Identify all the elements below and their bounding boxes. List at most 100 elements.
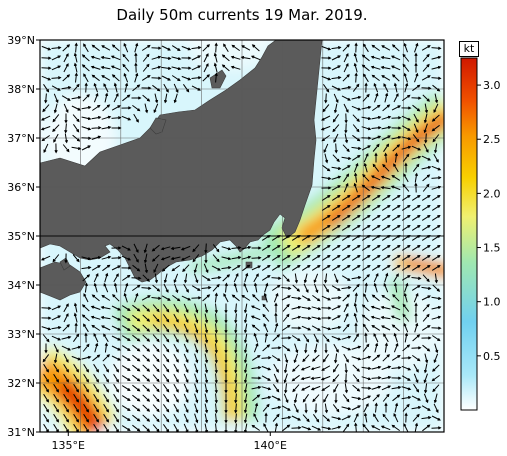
current-arrow: [401, 245, 411, 251]
current-arrow: [273, 373, 279, 384]
current-arrow: [414, 182, 418, 193]
current-arrow: [121, 375, 131, 381]
current-arrow: [321, 426, 332, 431]
current-arrow: [421, 215, 431, 221]
current-arrow: [81, 314, 90, 322]
current-arrow: [414, 72, 419, 83]
current-arrow: [363, 293, 369, 303]
current-arrow: [331, 285, 341, 291]
current-arrow: [91, 44, 100, 52]
current-arrow: [411, 205, 421, 211]
current-arrow: [281, 405, 291, 411]
current-arrow: [361, 215, 371, 221]
current-arrow: [401, 386, 412, 391]
current-arrow: [133, 243, 139, 254]
current-arrow: [361, 126, 372, 131]
current-arrow: [303, 283, 309, 294]
current-arrow: [142, 394, 151, 402]
current-arrow: [204, 303, 209, 314]
current-arrow: [153, 103, 159, 114]
current-arrow: [102, 354, 110, 362]
current-arrow: [401, 265, 411, 271]
current-arrow: [82, 343, 90, 352]
current-arrow: [172, 294, 181, 302]
current-arrow: [244, 272, 249, 283]
current-arrow: [291, 296, 302, 300]
current-arrow: [264, 282, 269, 293]
current-arrow: [341, 406, 352, 411]
current-arrow: [361, 105, 372, 110]
current-arrow: [414, 422, 419, 432]
current-arrow: [431, 114, 440, 122]
current-arrow: [331, 166, 342, 171]
current-arrow: [82, 94, 90, 102]
current-arrow: [224, 353, 228, 364]
current-arrow: [93, 92, 99, 103]
current-arrow: [163, 93, 168, 104]
current-arrow: [321, 225, 331, 231]
current-arrow: [224, 323, 228, 334]
current-arrow: [431, 185, 442, 190]
current-arrow: [214, 292, 218, 303]
current-arrow: [274, 422, 279, 432]
current-arrow: [83, 323, 89, 333]
current-arrow: [203, 63, 209, 73]
current-arrow: [121, 405, 131, 411]
current-arrow: [73, 413, 79, 423]
current-arrow: [380, 305, 391, 310]
current-arrow: [100, 55, 111, 60]
current-arrow: [204, 423, 209, 432]
current-arrow: [382, 393, 390, 402]
current-arrow: [383, 83, 389, 93]
current-arrow: [394, 402, 399, 413]
current-arrow: [411, 255, 421, 261]
current-arrow: [371, 126, 382, 130]
current-arrow: [151, 254, 160, 262]
current-arrow: [322, 414, 331, 422]
current-arrow: [122, 274, 131, 281]
current-arrow: [261, 235, 271, 241]
current-arrow: [221, 64, 230, 72]
current-arrow: [90, 305, 101, 310]
current-arrow: [384, 152, 388, 163]
current-arrow: [351, 396, 362, 401]
current-arrow: [93, 373, 99, 383]
current-arrow: [371, 376, 382, 380]
current-arrow: [401, 106, 412, 110]
current-arrow: [354, 72, 358, 83]
current-arrow: [351, 95, 362, 100]
current-arrow: [331, 245, 341, 251]
current-arrow: [194, 333, 199, 344]
current-arrow: [54, 143, 58, 154]
current-arrow: [204, 363, 209, 374]
current-arrow: [132, 314, 141, 322]
current-arrow: [380, 55, 391, 60]
current-arrow: [171, 56, 182, 61]
current-arrow: [321, 176, 332, 181]
current-arrow: [234, 393, 238, 404]
current-arrow: [332, 404, 340, 413]
current-arrow: [124, 82, 129, 93]
current-arrow: [243, 303, 248, 314]
current-arrow: [353, 182, 358, 193]
current-arrow: [391, 116, 402, 120]
current-arrow: [333, 273, 339, 284]
current-arrow: [53, 373, 59, 383]
current-arrow: [253, 332, 258, 343]
current-arrow: [173, 383, 179, 393]
current-arrow: [81, 304, 90, 312]
current-arrow: [374, 342, 379, 353]
current-arrow: [322, 334, 330, 343]
current-arrow: [354, 322, 358, 333]
current-arrow: [282, 344, 291, 352]
current-arrow: [42, 334, 50, 343]
current-arrow: [121, 266, 132, 270]
current-arrow: [73, 52, 78, 63]
current-arrow: [391, 385, 402, 390]
current-arrow: [272, 413, 280, 422]
current-arrow: [142, 304, 151, 312]
current-arrow: [194, 273, 199, 284]
colorbar-unit: kt: [459, 41, 479, 57]
current-arrow: [413, 123, 419, 134]
current-arrow: [412, 354, 421, 362]
